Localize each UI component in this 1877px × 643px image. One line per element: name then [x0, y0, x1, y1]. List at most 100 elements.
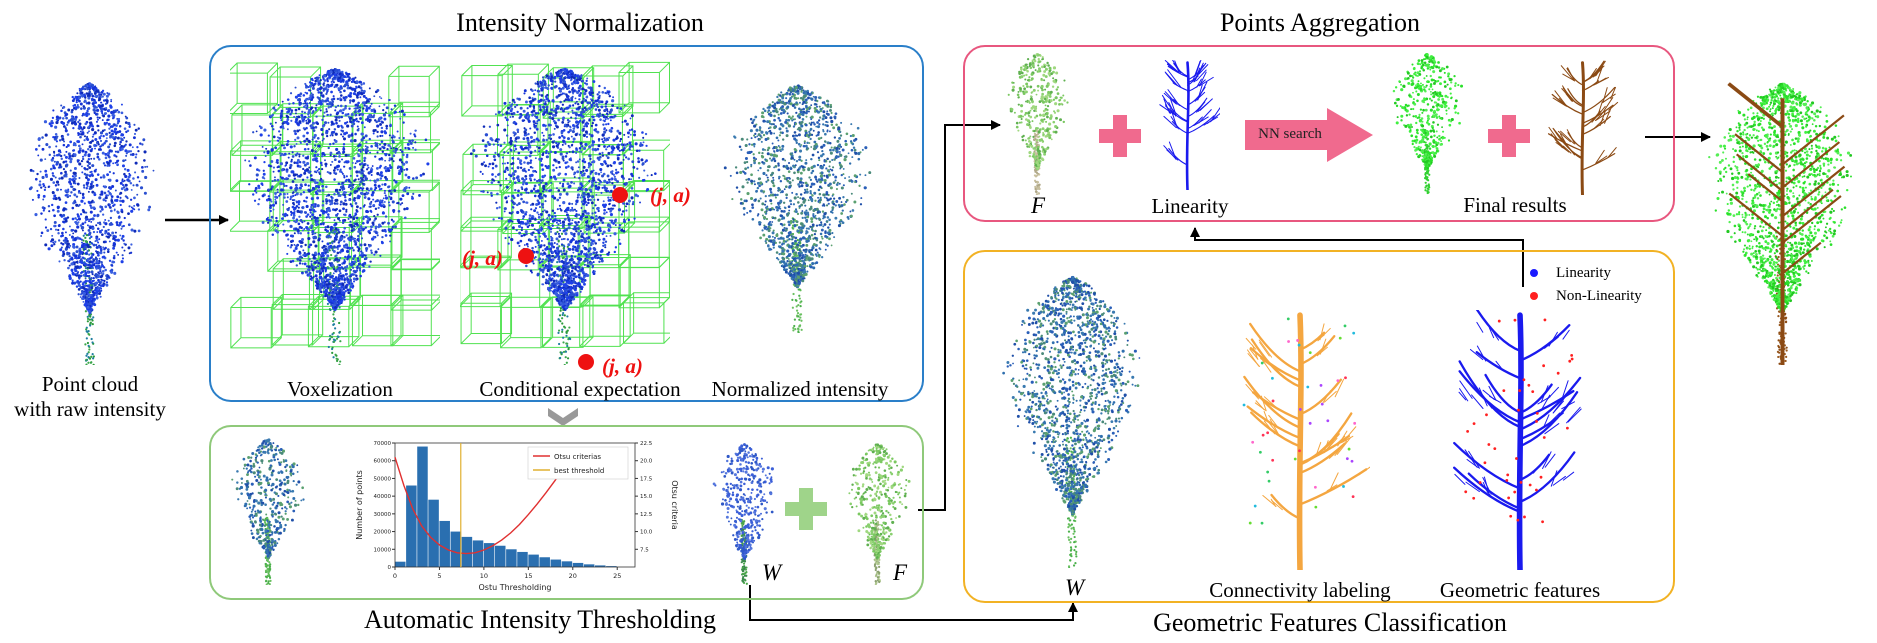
y-tick-label: 50000	[374, 476, 392, 482]
histogram-bar	[428, 499, 439, 567]
threshold-to-aggregation-arrow	[918, 120, 1001, 511]
conditional-expectation-tree	[460, 60, 670, 365]
chart-legend-box	[527, 446, 629, 480]
geometric-features-label: Geometric features	[1439, 578, 1601, 602]
otsu-criteria-line	[394, 456, 565, 555]
red-point-2	[518, 248, 534, 264]
x-tick-label: 5	[437, 572, 441, 580]
y-tick-label: 20000	[374, 530, 392, 536]
y-tick-label: 40000	[374, 494, 392, 500]
input-tree-pointcloud	[15, 75, 165, 365]
y-axis-label: Number of points	[355, 470, 364, 540]
geometric-W-tree	[995, 268, 1150, 568]
histogram-bar	[606, 566, 617, 567]
input-label-line2: with raw intensity	[14, 397, 166, 421]
nn-search-arrow	[1245, 108, 1373, 162]
histogram-bar	[550, 559, 562, 567]
legend-to-linearity-arrow	[1190, 227, 1524, 287]
aggregation-linearity-label: Linearity	[1151, 194, 1229, 218]
voxelization-tree	[230, 60, 440, 365]
histogram-bar	[395, 561, 406, 567]
plus-icon-pink-1	[1099, 115, 1141, 157]
histogram-bar	[483, 543, 495, 567]
red-point-3	[578, 354, 594, 370]
automatic-thresholding-title: Automatic Intensity Thresholding	[364, 605, 716, 634]
aggregation-linearity-tree	[1155, 60, 1220, 190]
y2-tick-label: 17.5	[640, 476, 653, 482]
input-label-line1: Point cloud	[41, 372, 139, 396]
normalized-intensity-label: Normalized intensity	[711, 377, 889, 401]
chevron-down-icon	[548, 408, 578, 426]
W-to-geometric-arrow	[749, 585, 1078, 621]
y2-axis-label: Otsu criteria	[670, 480, 679, 530]
legend-non-linearity: Non-Linearity	[1530, 288, 1642, 305]
point-label-3: (j, a)	[602, 354, 643, 378]
nn-search-label: NN search	[1258, 126, 1322, 142]
F-foliage-tree-small	[840, 440, 915, 585]
aggregation-F-tree	[1000, 50, 1075, 195]
connectivity-labeling-tree	[1230, 310, 1370, 570]
plus-icon-green	[785, 488, 827, 530]
histogram-bar	[528, 554, 539, 567]
y2-tick-label: 7.5	[640, 547, 649, 553]
y-tick-label: 70000	[374, 441, 392, 447]
x-tick-label: 20	[569, 572, 577, 580]
aggregation-F-label: F	[1031, 193, 1046, 218]
legend-label-threshold: best threshold	[554, 467, 604, 475]
histogram-bar	[595, 565, 606, 567]
x-axis-label: Ostu Thresholding	[478, 583, 551, 592]
x-tick-label: 10	[480, 572, 488, 580]
conditional-expectation-label: Conditional expectation	[479, 377, 681, 401]
histogram-bar	[495, 545, 506, 567]
histogram-bar	[539, 557, 550, 567]
normalized-intensity-tree	[715, 78, 880, 333]
legend-dot-red	[1530, 291, 1538, 300]
y2-tick-label: 15.0	[640, 494, 653, 500]
y-tick-label: 10000	[374, 547, 392, 553]
legend-non-linearity-label: Non-Linearity	[1556, 288, 1642, 304]
y-tick-label: 30000	[374, 512, 392, 518]
point-label-2: (j, a)	[462, 246, 503, 270]
y2-tick-label: 10.0	[640, 530, 653, 536]
points-aggregation-box	[963, 45, 1675, 222]
histogram-bar	[583, 564, 595, 567]
geometric-features-tree	[1450, 310, 1590, 570]
histogram-bar	[561, 561, 573, 567]
y-tick-label: 60000	[374, 459, 392, 465]
geometric-W-label: W	[1065, 575, 1085, 600]
points-aggregation-title: Points Aggregation	[1219, 8, 1421, 37]
otsu-histogram-chart: 0 5 10 15 20 25 0 10000 20000 30000 40000 50000 6000…	[355, 441, 679, 592]
voxelization-label: Voxelization	[287, 377, 393, 401]
histogram-bar	[406, 485, 417, 567]
histogram-bar	[506, 549, 517, 567]
legend-linearity-label: Linearity	[1556, 265, 1611, 281]
legend-label-criteria: Otsu criterias	[554, 453, 601, 461]
histogram-bar	[461, 536, 473, 567]
histogram-bar	[439, 520, 450, 567]
legend-linearity: Linearity	[1530, 265, 1611, 282]
intensity-normalization-title: Intensity Normalization	[456, 8, 704, 37]
y2-tick-label: 22.5	[640, 441, 653, 447]
aggregation-foliage-tree	[1385, 50, 1470, 195]
intensity-normalization-box	[209, 45, 924, 402]
aggregation-wood-tree	[1545, 60, 1620, 195]
histogram-bar	[417, 446, 428, 567]
geometric-classification-box	[963, 250, 1675, 603]
plus-icon-pink-2	[1488, 115, 1530, 157]
histogram-bar	[572, 562, 584, 567]
output-classified-tree	[1700, 75, 1865, 365]
y-tick-label: 0	[388, 565, 392, 571]
final-results-label: Final results	[1463, 193, 1567, 217]
threshold-input-tree	[226, 435, 311, 585]
y2-tick-label: 20.0	[640, 459, 653, 465]
x-tick-label: 25	[613, 572, 621, 580]
connectivity-labeling-label: Connectivity labeling	[1209, 578, 1391, 602]
x-tick-label: 15	[524, 572, 532, 580]
histogram-bar	[472, 540, 484, 567]
geometric-classification-title: Geometric Features Classification	[1153, 608, 1507, 637]
automatic-thresholding-box	[209, 425, 924, 600]
histogram-bar	[450, 531, 462, 567]
legend-dot-blue	[1530, 268, 1538, 277]
